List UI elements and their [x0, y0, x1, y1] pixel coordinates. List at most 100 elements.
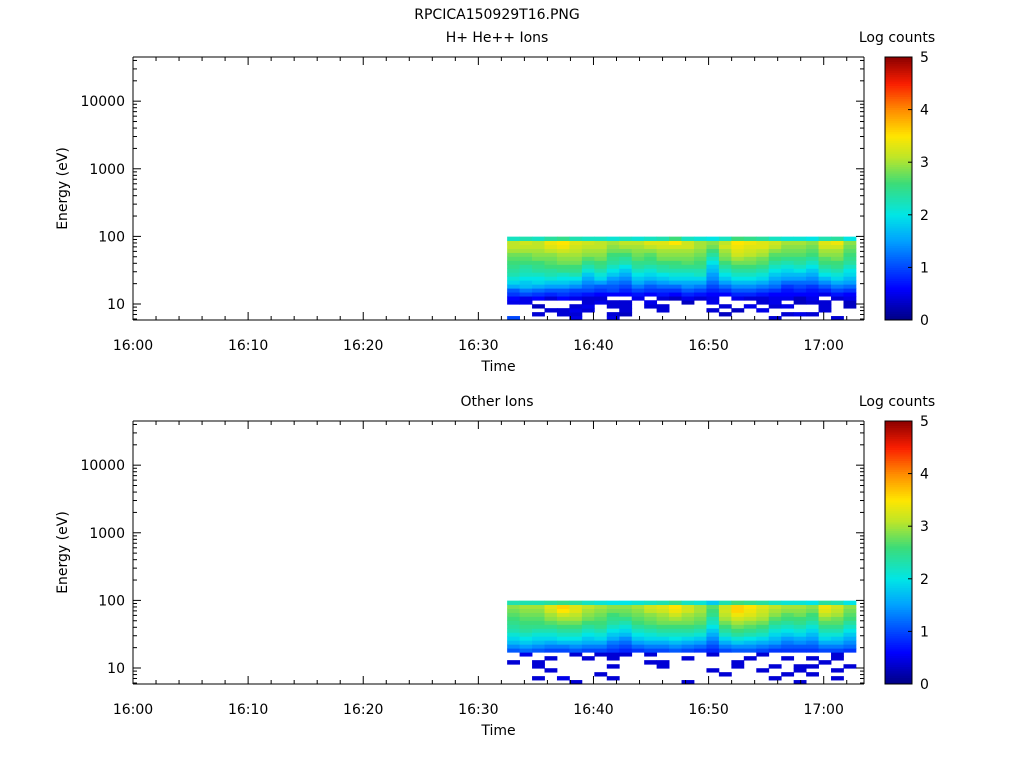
colorbar-swatch — [885, 605, 912, 608]
heatmap-cell — [569, 652, 583, 657]
heatmap-cell — [694, 644, 707, 649]
heatmap-cell — [831, 252, 844, 257]
colorbar-swatch — [885, 607, 912, 610]
heatmap-cell — [806, 624, 819, 629]
heatmap-cell — [731, 600, 745, 605]
heatmap-cell — [781, 280, 795, 285]
colorbar-swatch — [885, 245, 912, 249]
heatmap-cell — [831, 632, 844, 637]
heatmap-cell — [644, 608, 658, 613]
colorbar-swatch — [885, 421, 912, 424]
heatmap-cell — [669, 648, 682, 653]
heatmap-cell — [768, 268, 782, 273]
heatmap-cell — [519, 268, 533, 273]
heatmap-cell — [718, 260, 732, 265]
heatmap-cell — [656, 616, 670, 621]
colorbar-swatch — [885, 133, 912, 137]
colorbar-swatch — [885, 526, 912, 529]
heatmap-cell — [519, 248, 533, 253]
heatmap-cell — [806, 636, 819, 641]
heatmap-cell — [644, 652, 658, 657]
colorbar-swatch — [885, 76, 912, 80]
heatmap-cell — [532, 648, 545, 653]
heatmap-cell — [756, 296, 770, 301]
heatmap-cell — [532, 644, 545, 649]
heatmap-cell — [644, 648, 658, 653]
heatmap-cell — [631, 640, 645, 645]
colorbar-swatch — [885, 467, 912, 470]
heatmap-cell — [768, 608, 782, 613]
heatmap-cell — [793, 648, 807, 653]
heatmap-cell — [556, 640, 570, 645]
x-axis-label: Time — [480, 359, 515, 375]
heatmap-cell — [756, 260, 770, 265]
heatmap-cell — [743, 240, 757, 245]
colorbar-swatch — [885, 230, 912, 233]
heatmap-cell — [569, 624, 583, 629]
heatmap-cell — [694, 636, 707, 641]
heatmap-cell — [818, 288, 832, 293]
heatmap-cell — [718, 608, 732, 613]
heatmap-cell — [681, 616, 695, 621]
colorbar-swatch — [885, 284, 912, 288]
panel-title: H+ He++ Ions — [446, 30, 549, 46]
heatmap-cell — [606, 244, 620, 249]
heatmap-cell — [581, 268, 595, 273]
colorbar-swatch — [885, 519, 912, 523]
colorbar-tick-label: 5 — [920, 50, 929, 66]
heatmap-cell — [793, 268, 807, 273]
colorbar-swatch — [885, 309, 912, 312]
heatmap-cell — [644, 660, 658, 665]
colorbar-swatch — [885, 655, 912, 659]
heatmap-cell — [718, 640, 732, 645]
heatmap-cell — [831, 636, 844, 641]
colorbar-tick-label: 0 — [920, 677, 929, 693]
colorbar-swatch — [885, 616, 912, 619]
heatmap-cell — [619, 252, 633, 257]
heatmap-cell — [681, 632, 695, 637]
heatmap-cell — [718, 280, 732, 285]
colorbar-swatch — [885, 265, 912, 268]
heatmap-cell — [656, 628, 670, 633]
heatmap-cell — [669, 248, 682, 253]
colorbar-swatch — [885, 287, 912, 290]
heatmap-cell — [619, 248, 633, 253]
colorbar-swatch — [885, 289, 912, 293]
heatmap-cell — [806, 300, 819, 305]
heatmap-cell — [843, 304, 857, 309]
heatmap-cell — [556, 608, 570, 613]
heatmap-cell — [681, 644, 695, 649]
colorbar-swatch — [885, 107, 912, 111]
heatmap-cell — [594, 272, 608, 277]
heatmap-cell — [756, 236, 770, 241]
heatmap-cell — [644, 612, 658, 617]
colorbar-swatch — [885, 499, 912, 503]
colorbar-swatch — [885, 447, 912, 450]
heatmap-cell — [556, 636, 570, 641]
colorbar-swatch — [885, 267, 912, 271]
heatmap-cell — [519, 616, 533, 621]
heatmap-cell — [569, 240, 583, 245]
heatmap-cell — [806, 260, 819, 265]
heatmap-cell — [581, 656, 595, 661]
heatmap-cell — [793, 252, 807, 257]
x-tick-label: 16:50 — [688, 702, 728, 718]
heatmap-cell — [519, 620, 533, 625]
heatmap-cell — [818, 260, 832, 265]
y-tick-label: 1000 — [89, 526, 125, 542]
heatmap-cell — [694, 620, 707, 625]
heatmap-cell — [731, 264, 745, 269]
heatmap-cell — [581, 236, 595, 241]
heatmap-cell — [793, 272, 807, 277]
heatmap-cell — [519, 628, 533, 633]
heatmap-cell — [619, 288, 633, 293]
colorbar-swatch — [885, 234, 912, 238]
heatmap-cell — [694, 276, 707, 281]
heatmap-cell — [569, 256, 583, 261]
heatmap-cell — [581, 636, 595, 641]
heatmap-cell — [694, 256, 707, 261]
heatmap-cell — [706, 652, 720, 657]
heatmap-cell — [656, 600, 670, 605]
y-axis-label: Energy (eV) — [55, 147, 71, 230]
colorbar-swatch — [885, 513, 912, 516]
